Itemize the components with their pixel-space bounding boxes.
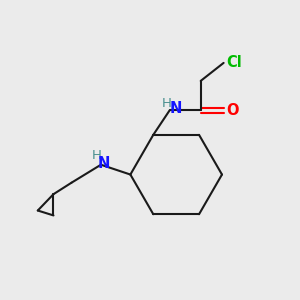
Text: N: N: [98, 156, 110, 171]
Text: H: H: [162, 97, 172, 110]
Text: H: H: [92, 149, 102, 162]
Text: N: N: [169, 101, 182, 116]
Text: Cl: Cl: [226, 56, 242, 70]
Text: O: O: [226, 103, 239, 118]
